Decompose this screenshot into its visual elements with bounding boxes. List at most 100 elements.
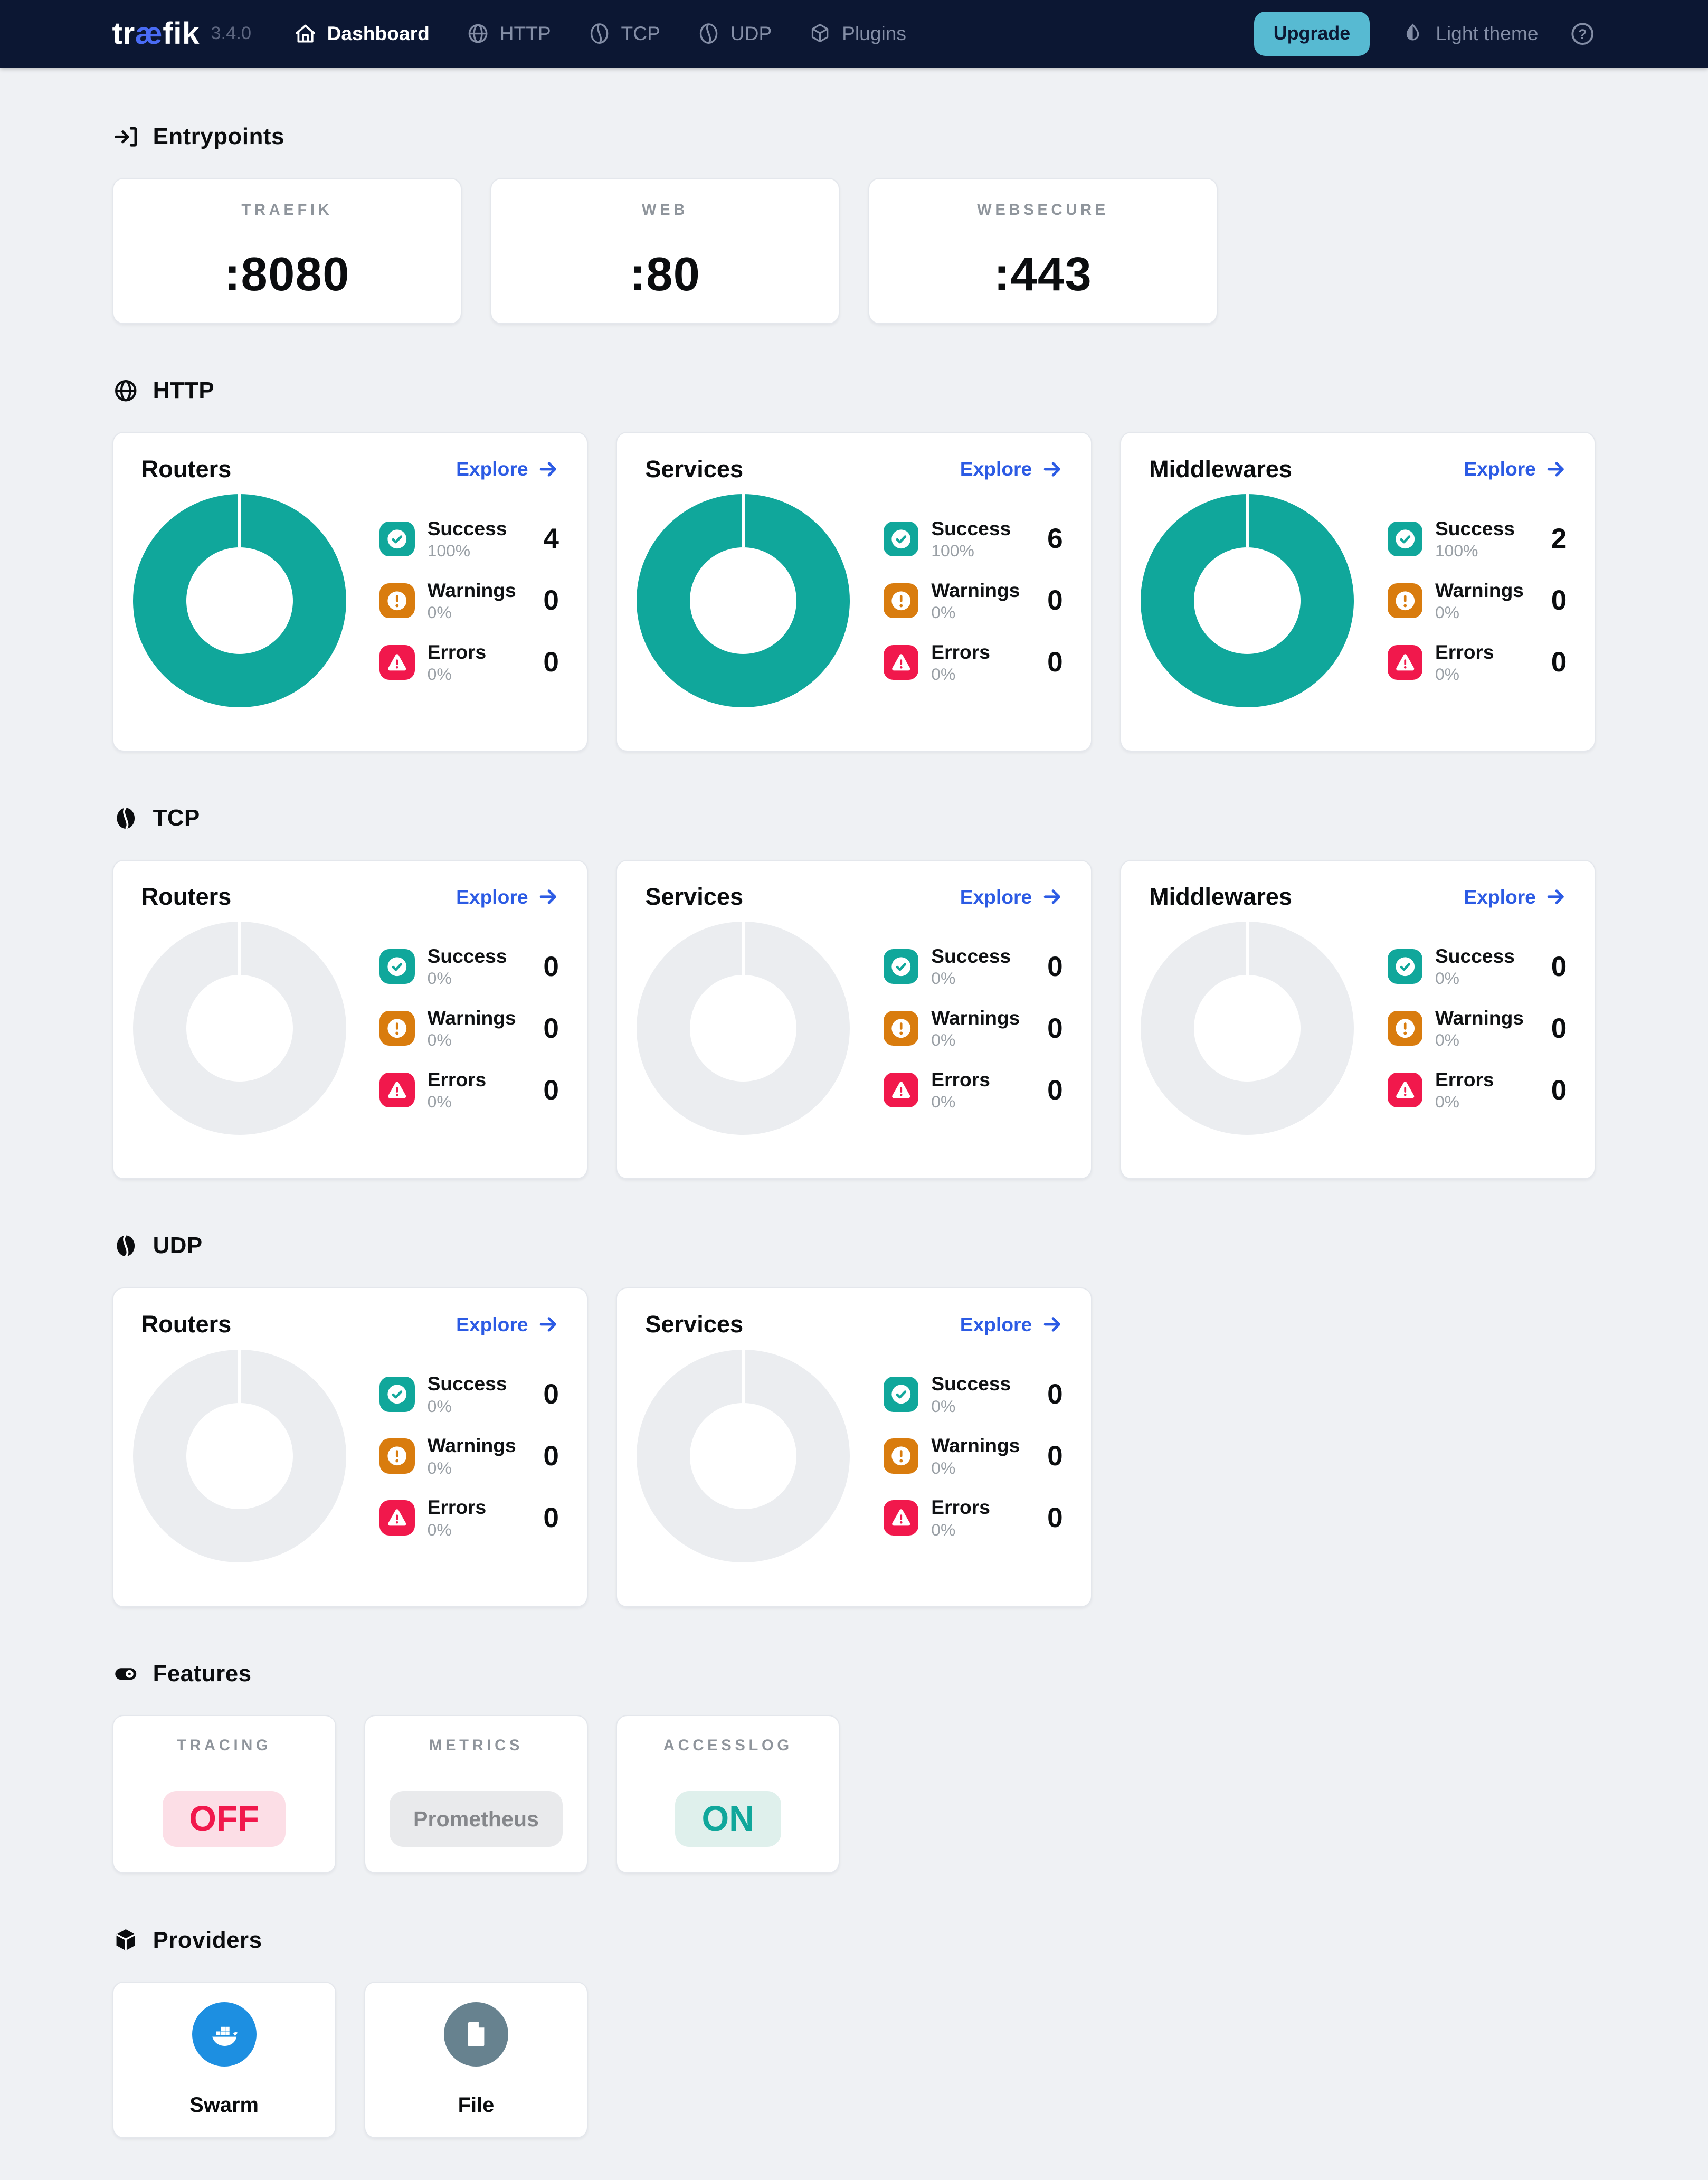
- stats-list: Success 0% 0 Warnings 0% 0 Errors 0% 0: [883, 945, 1063, 1112]
- donut-chart: [637, 1349, 850, 1563]
- stat-value: 6: [1047, 523, 1063, 555]
- card-http-routers: Routers Explore Success 100% 4 Warnings 0%…: [112, 432, 589, 752]
- arrow-right-icon: [1548, 462, 1564, 477]
- warning-icon: [379, 1438, 415, 1474]
- explore-link[interactable]: Explore: [1464, 458, 1567, 480]
- contrast-droplet-icon: [1406, 23, 1419, 41]
- nav-item-udp[interactable]: UDP: [697, 22, 772, 45]
- card-http-services: Services Explore Success 100% 6 Warnings 0…: [616, 432, 1092, 752]
- upgrade-button[interactable]: Upgrade: [1254, 12, 1370, 56]
- provider-card-file: File: [364, 1981, 589, 2139]
- error-icon: [379, 1500, 415, 1536]
- help-button[interactable]: ?: [1569, 21, 1596, 47]
- stats-list: Success 0% 0 Warnings 0% 0 Errors 0% 0: [883, 1372, 1063, 1539]
- page-content: Entrypoints TRAEFIK :8080 WEB :80 WEBSEC…: [0, 68, 1708, 2173]
- explore-link[interactable]: Explore: [960, 886, 1063, 908]
- tcp-grid: Routers Explore Success 0% 0 Warnings 0% 0: [112, 859, 1596, 1180]
- feature-status-badge: Prometheus: [389, 1791, 563, 1847]
- explore-link[interactable]: Explore: [456, 886, 559, 908]
- explore-label: Explore: [456, 458, 528, 480]
- stat-value: 0: [1047, 585, 1063, 617]
- explore-link[interactable]: Explore: [456, 1313, 559, 1336]
- stat-value: 0: [1551, 1012, 1567, 1044]
- globe-icon: [115, 380, 136, 402]
- stat-value: 0: [543, 585, 559, 617]
- stat-warnings: Warnings 0% 0: [883, 579, 1063, 622]
- logo-ae: æ: [135, 16, 163, 51]
- udp-icon: [116, 1235, 135, 1257]
- stat-value: 0: [543, 1074, 559, 1106]
- entrypoints-grid: TRAEFIK :8080 WEB :80 WEBSECURE :443: [112, 178, 1596, 324]
- arrow-right-icon: [1548, 889, 1564, 904]
- section-title: HTTP: [153, 377, 215, 403]
- stat-warnings: Warnings 0% 0: [379, 1007, 559, 1050]
- warning-icon: [1387, 583, 1423, 619]
- stats-list: Success 0% 0 Warnings 0% 0 Errors 0% 0: [379, 945, 559, 1112]
- success-icon: [883, 1377, 919, 1412]
- traefik-logo[interactable]: træfik: [112, 16, 200, 51]
- explore-label: Explore: [960, 885, 1032, 908]
- stat-value: 0: [1047, 951, 1063, 982]
- nav-item-plugins[interactable]: Plugins: [808, 22, 906, 45]
- error-icon: [883, 1500, 919, 1536]
- explore-link[interactable]: Explore: [960, 458, 1063, 480]
- card-title: Services: [645, 455, 744, 482]
- nav-item-dashboard[interactable]: Dashboard: [293, 22, 430, 45]
- explore-label: Explore: [960, 458, 1032, 480]
- donut-chart: [637, 922, 850, 1135]
- explore-link[interactable]: Explore: [456, 458, 559, 480]
- entrypoint-port: :8080: [224, 248, 350, 301]
- warning-icon: [379, 583, 415, 619]
- nav-item-tcp[interactable]: TCP: [587, 22, 660, 45]
- section-title: Providers: [153, 1927, 262, 1953]
- login-arrow-icon: [114, 127, 137, 147]
- stat-warnings: Warnings 0% 0: [883, 1007, 1063, 1050]
- package-icon: [116, 1929, 135, 1951]
- entrypoint-card-web: WEB :80: [490, 178, 840, 324]
- stat-value: 4: [543, 523, 559, 555]
- stat-errors: Errors 0% 0: [1387, 641, 1567, 684]
- section-title: TCP: [153, 805, 200, 831]
- success-icon: [883, 521, 919, 557]
- navbar: træfik 3.4.0 Dashboard HTTP TCP UDP Plug…: [0, 0, 1708, 68]
- arrow-right-icon: [1043, 889, 1060, 904]
- card-http-middlewares: Middlewares Explore Success 100% 2 Warnin…: [1119, 432, 1596, 752]
- success-icon: [883, 949, 919, 984]
- provider-label: Swarm: [189, 2093, 259, 2117]
- stat-value: 0: [1551, 951, 1567, 982]
- explore-label: Explore: [456, 885, 528, 908]
- explore-link[interactable]: Explore: [1464, 886, 1567, 908]
- stat-warnings: Warnings 0% 0: [379, 579, 559, 622]
- card-udp-services: Services Explore Success 0% 0 Warnings 0% …: [616, 1287, 1092, 1607]
- stat-value: 0: [1047, 1012, 1063, 1044]
- stat-value: 0: [543, 1440, 559, 1472]
- donut-chart: [132, 922, 346, 1135]
- arrow-right-icon: [539, 889, 556, 904]
- warning-icon: [883, 583, 919, 619]
- providers-grid: Swarm File: [112, 1981, 1596, 2139]
- udp-grid: Routers Explore Success 0% 0 Warnings 0% 0: [112, 1287, 1596, 1607]
- stat-success: Success 0% 0: [379, 945, 559, 988]
- plugins-icon: [812, 24, 829, 43]
- error-icon: [379, 1072, 415, 1108]
- udp-icon: [699, 23, 718, 44]
- card-title: Middlewares: [1149, 455, 1293, 482]
- card-tcp-middlewares: Middlewares Explore Success 0% 0 Warnings…: [1119, 859, 1596, 1180]
- stat-value: 0: [543, 1502, 559, 1533]
- success-icon: [379, 1377, 415, 1412]
- section-providers-header: Providers: [112, 1927, 1596, 1953]
- nav-item-http[interactable]: HTTP: [466, 22, 551, 45]
- entrypoint-card-traefik: TRAEFIK :8080: [112, 178, 462, 324]
- stats-list: Success 0% 0 Warnings 0% 0 Errors 0% 0: [1387, 945, 1567, 1112]
- logo-text: tr: [112, 16, 135, 51]
- warning-icon: [883, 1438, 919, 1474]
- stat-value: 0: [1047, 1502, 1063, 1533]
- feature-label: ACCESSLOG: [663, 1737, 793, 1754]
- stat-errors: Errors 0% 0: [379, 641, 559, 684]
- entrypoint-card-websecure: WEBSECURE :443: [868, 178, 1218, 324]
- home-icon: [295, 24, 315, 43]
- theme-toggle[interactable]: Light theme: [1401, 22, 1539, 45]
- arrow-right-icon: [1043, 1317, 1060, 1332]
- explore-link[interactable]: Explore: [960, 1313, 1063, 1336]
- section-entrypoints-header: Entrypoints: [112, 124, 1596, 150]
